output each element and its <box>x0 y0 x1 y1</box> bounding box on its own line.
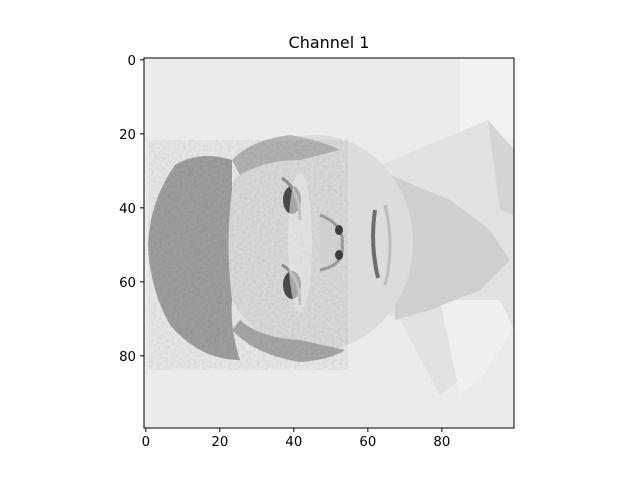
y-tick-label: 60 <box>119 276 136 291</box>
y-tick-label: 20 <box>119 128 136 143</box>
y-tick-label: 80 <box>119 350 136 365</box>
y-tick-label: 0 <box>128 54 136 69</box>
x-tick-label: 60 <box>359 435 376 450</box>
x-axis: 0 20 40 60 80 <box>142 428 450 450</box>
x-tick-label: 20 <box>211 435 228 450</box>
plot-title: Channel 1 <box>288 33 370 52</box>
axes-frame <box>143 57 515 429</box>
photo-image <box>144 58 514 428</box>
x-tick-label: 40 <box>285 435 302 450</box>
y-axis: 0 20 40 60 80 <box>119 54 144 365</box>
y-tick-label: 40 <box>119 202 136 217</box>
x-tick-label: 80 <box>433 435 450 450</box>
x-tick-label: 0 <box>142 435 150 450</box>
